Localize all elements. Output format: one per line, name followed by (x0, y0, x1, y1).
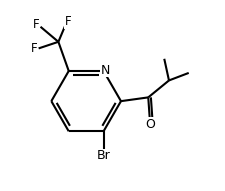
Text: F: F (31, 42, 37, 55)
Text: F: F (65, 15, 71, 28)
Text: Br: Br (97, 149, 110, 162)
Text: N: N (100, 64, 110, 77)
Text: O: O (145, 118, 155, 131)
Text: F: F (33, 18, 40, 31)
